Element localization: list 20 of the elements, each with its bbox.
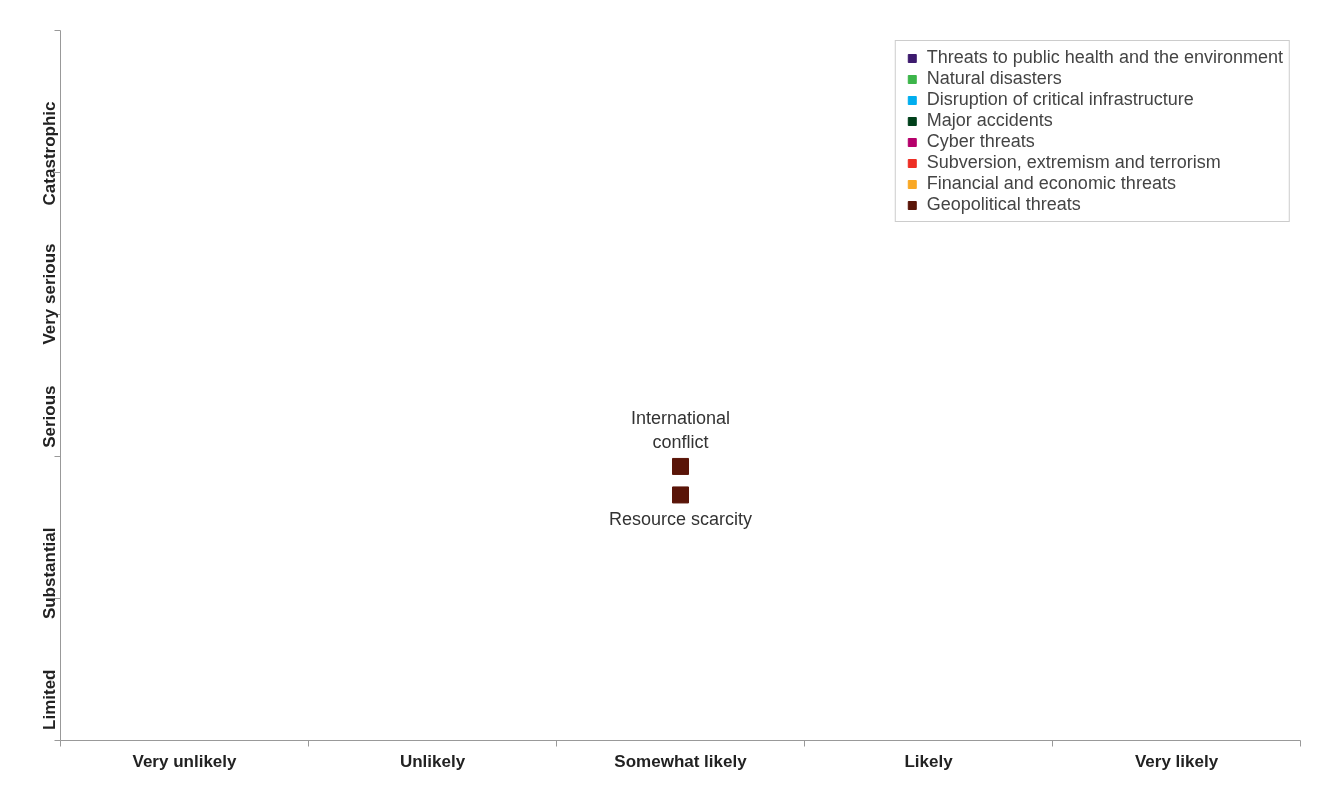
category-label: Catastrophic: [40, 101, 59, 206]
category-label: Limited: [40, 669, 59, 730]
legend-label: Subversion, extremism and terrorism: [926, 152, 1221, 173]
x-tick-label: Very unlikely: [132, 751, 238, 771]
annotation: International conflict: [630, 408, 731, 453]
legend-label: Disruption of critical infrastructure: [926, 89, 1194, 110]
legend-label: Geopolitical threats: [926, 194, 1081, 215]
x-tick-label: Somewhat likely: [614, 751, 748, 771]
annotation: Resource scarcity: [608, 508, 753, 529]
legend-label: Threats to public health and the environment: [926, 47, 1283, 68]
category-label: Serious: [40, 385, 59, 448]
legend-label: Cyber threats: [926, 131, 1035, 152]
x-tick-label: Likely: [904, 751, 954, 771]
legend-label: Major accidents: [926, 110, 1053, 131]
category-label: Very serious: [40, 243, 59, 345]
legend-label: Natural disasters: [926, 68, 1062, 89]
x-tick-label: Unlikely: [399, 751, 466, 771]
legend-label: Financial and economic threats: [926, 173, 1176, 194]
x-tick-label: Very likely: [1134, 751, 1219, 771]
category-label: Substantial: [40, 527, 59, 620]
